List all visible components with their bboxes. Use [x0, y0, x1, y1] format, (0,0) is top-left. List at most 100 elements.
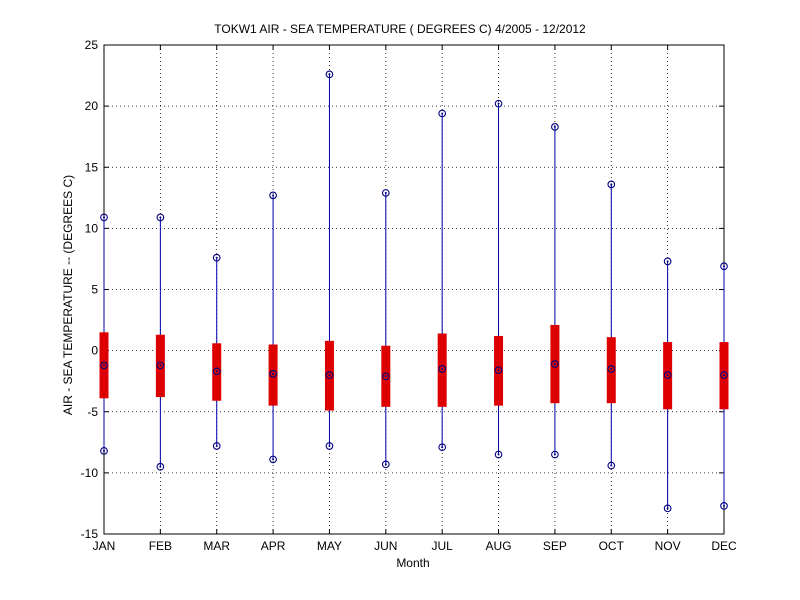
median-marker-dot [328, 374, 331, 377]
median-marker [100, 361, 108, 370]
box-iqr [437, 333, 447, 407]
median-marker [212, 367, 221, 376]
min-marker-dot [553, 453, 556, 456]
x-tick-label: NOV [655, 539, 681, 553]
max-marker [438, 109, 447, 118]
min-marker [212, 442, 221, 450]
min-marker-dot [103, 449, 105, 452]
median-marker [269, 370, 277, 378]
max-marker-dot [666, 260, 669, 263]
y-tick-label: -15 [81, 527, 99, 541]
box-iqr [606, 337, 616, 404]
max-marker-dot [441, 112, 444, 115]
median-marker [494, 366, 503, 375]
y-tick-label: 10 [85, 221, 99, 235]
max-marker [663, 257, 672, 266]
y-tick-label: 5 [91, 283, 98, 297]
max-marker-dot [103, 216, 105, 219]
x-tick-label: APR [261, 539, 286, 553]
max-marker [494, 99, 503, 108]
chart-title: TOKW1 AIR - SEA TEMPERATURE ( DEGREES C)… [214, 22, 586, 36]
min-marker [607, 461, 616, 470]
max-marker-dot [384, 191, 387, 194]
y-tick-label: -10 [81, 466, 99, 480]
max-marker [381, 189, 390, 197]
min-marker [720, 502, 728, 510]
max-marker-dot [723, 265, 725, 268]
min-marker [381, 460, 390, 469]
median-marker-dot [441, 367, 444, 370]
y-tick-label: -5 [87, 405, 98, 419]
median-marker-dot [553, 363, 556, 366]
max-marker [607, 180, 616, 189]
x-tick-label: FEB [149, 539, 172, 553]
box-iqr [268, 344, 278, 406]
median-marker-dot [159, 364, 162, 367]
median-marker [381, 372, 390, 381]
median-marker-dot [103, 364, 105, 367]
median-marker-dot [272, 372, 275, 375]
median-marker [663, 371, 672, 379]
max-marker-dot [215, 256, 218, 259]
x-tick-label: MAR [203, 539, 230, 553]
median-marker-dot [384, 375, 387, 378]
max-marker-dot [553, 125, 556, 128]
min-marker-dot [384, 463, 387, 466]
min-marker-dot [610, 464, 613, 467]
min-marker [551, 450, 559, 459]
max-marker [100, 213, 108, 222]
x-tick-label: AUG [486, 539, 512, 553]
min-marker [438, 443, 447, 452]
min-marker-dot [328, 444, 331, 447]
x-tick-label: OCT [599, 539, 625, 553]
max-marker-dot [497, 102, 500, 105]
median-marker [438, 365, 447, 373]
min-marker [325, 442, 334, 450]
min-marker [663, 504, 672, 513]
median-marker-dot [497, 369, 500, 372]
min-marker [156, 462, 165, 471]
min-marker-dot [497, 453, 500, 456]
max-marker [720, 262, 728, 271]
y-axis-label: AIR - SEA TEMPERATURE -- (DEGREES C) [61, 174, 75, 416]
max-marker [156, 213, 165, 222]
median-marker [551, 360, 559, 368]
y-tick-label: 25 [85, 38, 99, 52]
y-tick-label: 0 [91, 344, 98, 358]
x-tick-label: SEP [543, 539, 567, 553]
median-marker [156, 361, 165, 370]
x-tick-label: JUL [432, 539, 454, 553]
max-marker [269, 191, 277, 200]
min-marker [269, 455, 277, 464]
max-marker-dot [272, 194, 275, 197]
median-marker [720, 371, 728, 379]
x-tick-label: JUN [374, 539, 397, 553]
median-marker-dot [610, 367, 613, 370]
min-marker-dot [272, 458, 275, 461]
min-marker-dot [666, 507, 669, 510]
median-marker [325, 371, 334, 379]
min-marker-dot [215, 444, 218, 447]
max-marker-dot [328, 73, 331, 76]
min-marker [100, 447, 108, 455]
min-marker [494, 450, 503, 459]
max-marker-dot [610, 183, 613, 186]
median-marker-dot [723, 374, 725, 377]
x-axis-label: Month [396, 556, 430, 570]
max-marker [551, 123, 559, 131]
max-marker [325, 70, 334, 79]
y-tick-label: 15 [85, 160, 99, 174]
min-marker-dot [441, 446, 444, 449]
x-tick-label: JAN [93, 539, 116, 553]
min-marker-dot [159, 465, 162, 468]
x-tick-label: DEC [711, 539, 737, 553]
median-marker-dot [666, 374, 669, 377]
median-marker [607, 365, 616, 373]
min-marker-dot [723, 504, 725, 507]
median-marker-dot [215, 370, 218, 373]
x-tick-label: MAY [317, 539, 342, 553]
max-marker [212, 253, 221, 262]
max-marker-dot [159, 216, 162, 219]
